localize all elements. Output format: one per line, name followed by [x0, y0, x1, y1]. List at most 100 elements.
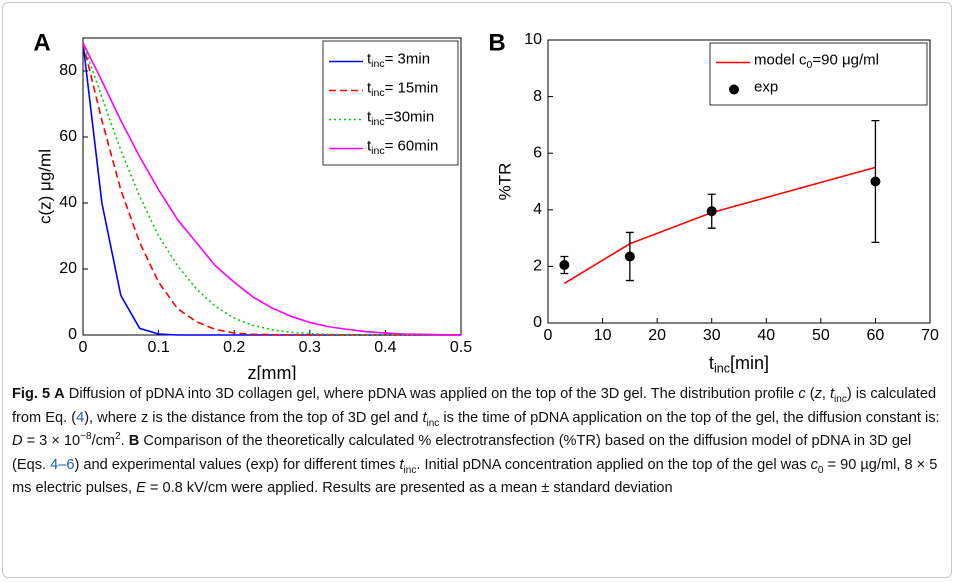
caption-run: = 90 µg/ml, 8 × 5 ms electric pulses, — [12, 456, 938, 497]
y-tick-label: 6 — [533, 144, 542, 161]
caption-run: D — [12, 433, 23, 450]
x-tick-label: 10 — [594, 327, 612, 344]
legend-label: tinc= 15min — [367, 79, 438, 98]
caption-run: c — [810, 456, 818, 473]
x-tick-label: 70 — [921, 327, 939, 344]
y-tick-label: 10 — [524, 31, 542, 48]
x-tick-label: 60 — [867, 327, 885, 344]
y-tick-label: 0 — [68, 326, 77, 343]
x-tick-label: 0.3 — [299, 339, 321, 356]
data-point — [706, 206, 717, 217]
text-run: t — [709, 353, 714, 373]
legend-box — [709, 42, 928, 106]
caption-run: ) and experimental values (exp) for diff… — [74, 456, 400, 473]
caption-run: Diffusion of pDNA into 3D collagen gel, … — [64, 386, 799, 402]
caption-run: 2 — [115, 431, 121, 443]
y-tick-label: 60 — [59, 128, 77, 145]
panel-label: B — [488, 29, 505, 56]
y-tick-label: 0 — [533, 314, 542, 331]
y-tick-label: 2 — [533, 258, 542, 275]
x-tick-label: 20 — [648, 327, 666, 344]
caption-run: t — [422, 409, 427, 426]
text-run: inc — [371, 116, 384, 128]
data-line — [82, 42, 461, 336]
x-tick-label: 0.5 — [450, 339, 472, 356]
text-run: [min] — [730, 353, 769, 373]
caption-run: inc — [426, 417, 440, 429]
text-run: model c — [754, 51, 807, 68]
legend-label: tinc= 60min — [367, 137, 438, 156]
x-tick-label: 0.1 — [147, 339, 169, 356]
text-run: t — [367, 79, 372, 96]
y-tick-label: 80 — [59, 62, 77, 79]
text-run: t — [367, 137, 372, 154]
caption-run: , — [821, 386, 830, 402]
x-axis-label: z[mm] — [248, 363, 297, 380]
legend-label: tinc=30min — [367, 108, 434, 127]
caption-run: . Initial pDNA concentration applied on … — [416, 456, 811, 473]
caption-run: t — [399, 456, 404, 473]
y-axis-label: c(z) μg/ml — [35, 149, 54, 224]
caption-run: is the time of pDNA application on the t… — [439, 409, 940, 426]
caption-run: z — [814, 386, 822, 402]
legend-label: tinc= 3min — [367, 50, 430, 69]
data-point — [559, 259, 570, 270]
y-tick-label: 4 — [533, 201, 542, 218]
y-axis-label: %TR — [495, 163, 514, 201]
caption-run: t — [829, 386, 835, 402]
caption-run: . — [120, 433, 129, 450]
caption-run: 0 — [817, 464, 824, 476]
text-run: inc — [371, 87, 384, 99]
caption-run: = 0.8 kV/cm were applied. Results are pr… — [145, 480, 673, 497]
text-run: inc — [371, 58, 384, 70]
text-run: 0 — [807, 59, 813, 71]
panel-label: A — [33, 29, 50, 56]
x-tick-label: 0 — [544, 327, 553, 344]
text-run: =90 μg/ml — [812, 51, 879, 68]
text-run: inc — [714, 362, 730, 376]
x-tick-label: 0.4 — [374, 339, 396, 356]
legend-label: model c0=90 μg/ml — [754, 51, 879, 70]
text-run: = 60min — [385, 137, 439, 154]
data-point — [870, 176, 881, 187]
text-run: =30min — [385, 108, 435, 125]
text-run: t — [367, 108, 372, 125]
caption-run: /cm — [91, 433, 116, 450]
figure-caption: Fig. 5 A Diffusion of pDNA into 3D colla… — [12, 383, 947, 501]
legend-marker — [729, 84, 739, 95]
data-point — [624, 251, 635, 262]
caption-run: E — [136, 480, 146, 497]
caption-run[interactable]: 4 — [76, 409, 85, 426]
caption-run: ( — [805, 386, 815, 402]
caption-run: c — [798, 386, 806, 402]
x-axis-label: tinc[min] — [709, 353, 769, 376]
caption-run[interactable]: 4–6 — [50, 456, 75, 473]
x-tick-label: 30 — [703, 327, 721, 344]
y-tick-label: 20 — [59, 260, 77, 277]
data-line — [82, 42, 462, 336]
caption-run: ), where z is the distance from the top … — [84, 409, 423, 426]
text-run: inc — [371, 145, 384, 157]
text-run: = 3min — [385, 50, 430, 67]
caption-run: ) is calculated from Eq. ( — [12, 386, 937, 426]
caption-run: Comparison of the theoretically calculat… — [12, 433, 912, 473]
data-line — [563, 166, 876, 285]
caption-run: inc — [834, 393, 847, 405]
x-tick-label: 0.2 — [223, 339, 245, 356]
text-run: t — [367, 50, 372, 67]
text-run: = 15min — [385, 79, 439, 96]
caption-run: = 3 × 10 — [22, 433, 81, 450]
caption-run: −8 — [80, 431, 92, 443]
x-tick-label: 50 — [812, 327, 830, 344]
caption-run: A — [54, 386, 65, 402]
caption-run: B — [128, 433, 140, 450]
caption-run: inc — [403, 464, 417, 476]
x-tick-label: 40 — [757, 327, 775, 344]
caption-run: Fig. 5 — [12, 386, 51, 402]
legend-label: exp — [754, 78, 778, 95]
x-tick-label: 0 — [79, 339, 88, 356]
y-tick-label: 40 — [59, 194, 77, 211]
y-tick-label: 8 — [533, 88, 542, 105]
